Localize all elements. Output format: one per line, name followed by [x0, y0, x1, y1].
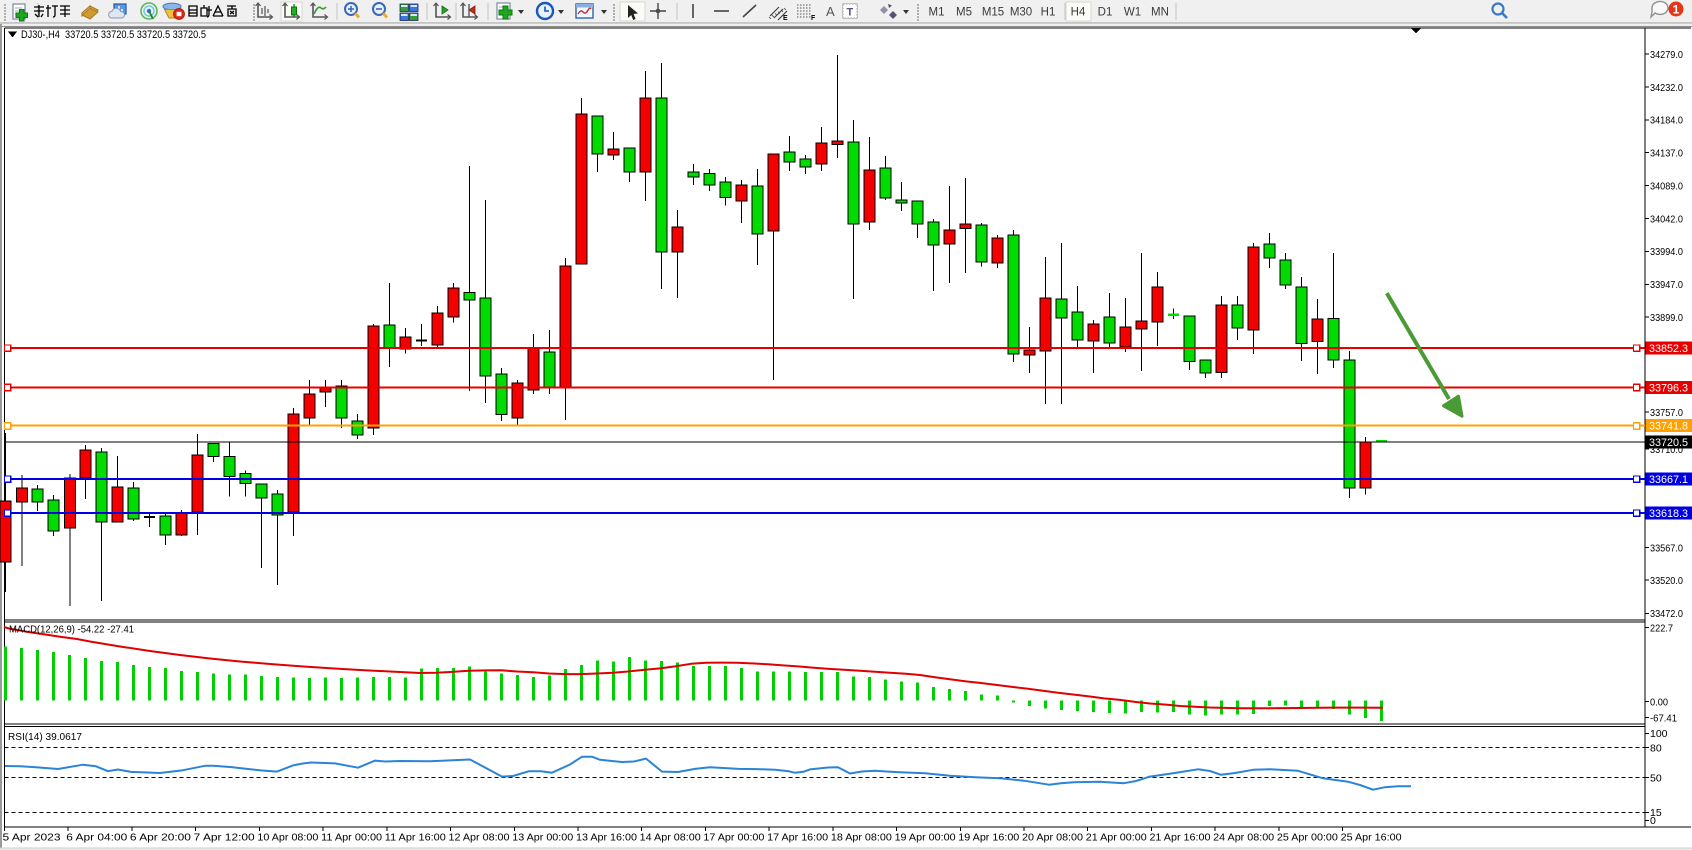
- svg-text:W1: W1: [1124, 7, 1141, 19]
- svg-text:33852.3: 33852.3: [1649, 343, 1688, 355]
- svg-text:6 Apr 04:00: 6 Apr 04:00: [66, 832, 127, 844]
- svg-text:M30: M30: [1010, 7, 1032, 19]
- svg-text:13 Apr 00:00: 13 Apr 00:00: [512, 832, 573, 844]
- svg-text:E: E: [783, 15, 788, 22]
- svg-text:RSI(14) 39.0617: RSI(14) 39.0617: [8, 731, 82, 743]
- svg-text:33741.8: 33741.8: [1649, 421, 1688, 433]
- svg-text:33618.3: 33618.3: [1649, 508, 1688, 520]
- svg-text:24 Apr 08:00: 24 Apr 08:00: [1213, 832, 1274, 844]
- svg-text:19 Apr 00:00: 19 Apr 00:00: [895, 832, 956, 844]
- svg-text:21 Apr 16:00: 21 Apr 16:00: [1149, 832, 1210, 844]
- svg-text:33757.0: 33757.0: [1650, 407, 1683, 419]
- svg-text:11 Apr 16:00: 11 Apr 16:00: [385, 832, 446, 844]
- svg-text:DJ30-,H4 33720.5 33720.5 3372: DJ30-,H4 33720.5 33720.5 33720.5 33720.5: [21, 29, 206, 41]
- svg-text:M5: M5: [956, 7, 972, 19]
- svg-text:50: 50: [1650, 772, 1662, 784]
- svg-text:33567.0: 33567.0: [1650, 542, 1683, 554]
- svg-text:34042.0: 34042.0: [1650, 213, 1683, 225]
- svg-text:H4: H4: [1071, 7, 1086, 19]
- svg-text:F: F: [811, 15, 816, 22]
- svg-text:19 Apr 16:00: 19 Apr 16:00: [958, 832, 1019, 844]
- svg-text:-67.41: -67.41: [1650, 712, 1677, 724]
- svg-text:A: A: [826, 4, 835, 19]
- svg-text:100: 100: [1650, 728, 1668, 740]
- svg-text:33472.0: 33472.0: [1650, 608, 1683, 620]
- svg-text:33899.0: 33899.0: [1650, 312, 1683, 324]
- svg-text:T: T: [847, 7, 854, 19]
- svg-text:33520.0: 33520.0: [1650, 575, 1683, 587]
- svg-text:D1: D1: [1098, 7, 1113, 19]
- svg-text:MN: MN: [1151, 7, 1169, 19]
- svg-text:34279.0: 34279.0: [1650, 49, 1683, 61]
- svg-text:0.00: 0.00: [1650, 696, 1668, 708]
- svg-text:12 Apr 08:00: 12 Apr 08:00: [449, 832, 510, 844]
- svg-text:MACD(12,26,9) -54.22 -27.41: MACD(12,26,9) -54.22 -27.41: [9, 624, 134, 636]
- svg-text:1: 1: [1673, 3, 1680, 17]
- svg-text:33994.0: 33994.0: [1650, 246, 1683, 258]
- svg-text:H1: H1: [1041, 7, 1056, 19]
- svg-text:7 Apr 12:00: 7 Apr 12:00: [194, 832, 255, 844]
- svg-text:20 Apr 08:00: 20 Apr 08:00: [1022, 832, 1083, 844]
- svg-text:M15: M15: [982, 7, 1004, 19]
- svg-text:34232.0: 34232.0: [1650, 82, 1683, 94]
- svg-text:0: 0: [1650, 815, 1656, 827]
- svg-text:17 Apr 16:00: 17 Apr 16:00: [767, 832, 828, 844]
- svg-text:17 Apr 00:00: 17 Apr 00:00: [703, 832, 764, 844]
- svg-text:33947.0: 33947.0: [1650, 279, 1683, 291]
- svg-text:25 Apr 16:00: 25 Apr 16:00: [1341, 832, 1402, 844]
- svg-text:15: 15: [1650, 807, 1662, 819]
- svg-text:21 Apr 00:00: 21 Apr 00:00: [1086, 832, 1147, 844]
- svg-text:33667.1: 33667.1: [1649, 474, 1688, 486]
- svg-text:6 Apr 20:00: 6 Apr 20:00: [130, 832, 191, 844]
- svg-text:5 Apr 2023: 5 Apr 2023: [3, 832, 61, 844]
- svg-text:M1: M1: [929, 7, 945, 19]
- svg-text:80: 80: [1650, 742, 1662, 754]
- svg-text:11 Apr 00:00: 11 Apr 00:00: [321, 832, 382, 844]
- svg-text:33720.5: 33720.5: [1649, 437, 1688, 449]
- svg-text:14 Apr 08:00: 14 Apr 08:00: [640, 832, 701, 844]
- svg-text:34137.0: 34137.0: [1650, 148, 1683, 160]
- svg-text:18 Apr 08:00: 18 Apr 08:00: [831, 832, 892, 844]
- svg-text:222.7: 222.7: [1650, 622, 1673, 634]
- svg-text:34184.0: 34184.0: [1650, 115, 1683, 127]
- svg-text:33796.3: 33796.3: [1649, 382, 1688, 394]
- svg-text:34089.0: 34089.0: [1650, 180, 1683, 192]
- svg-text:10 Apr 08:00: 10 Apr 08:00: [257, 832, 318, 844]
- svg-text:25 Apr 00:00: 25 Apr 00:00: [1277, 832, 1338, 844]
- svg-text:13 Apr 16:00: 13 Apr 16:00: [576, 832, 637, 844]
